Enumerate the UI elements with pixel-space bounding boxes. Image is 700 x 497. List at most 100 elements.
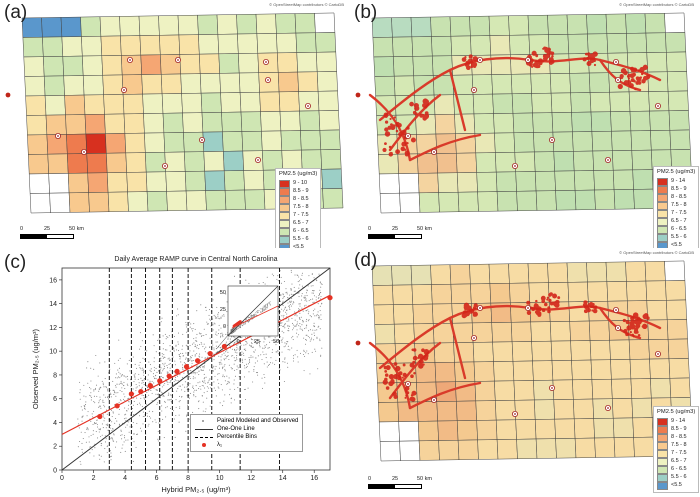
scatter-point [227, 338, 229, 340]
scatter-point [203, 378, 205, 380]
scatter-point [181, 364, 184, 366]
scatter-point [316, 329, 318, 331]
scatter-point [200, 335, 202, 337]
grid-cell [513, 380, 535, 401]
scatter-point [320, 355, 322, 357]
grid-cell [590, 111, 612, 132]
scatter-point [319, 338, 321, 340]
inset-point [231, 328, 233, 330]
hotspot-dot [409, 101, 414, 107]
grid-cell [378, 173, 400, 194]
scatter-point [308, 275, 310, 277]
grid-cell [379, 440, 401, 462]
scatter-point [192, 327, 194, 330]
scatter-point [139, 332, 142, 334]
legend-item: 8 - 8.5 [279, 195, 317, 204]
scatter-point [78, 423, 80, 425]
grid-cell [163, 132, 185, 153]
scatter-point [173, 349, 175, 351]
legend-swatch [279, 243, 290, 248]
scatter-point [184, 381, 186, 383]
grid-cell [488, 15, 510, 36]
scatter-point [164, 401, 166, 403]
scatter-point [305, 338, 307, 341]
legend-label: 7 - 7.5 [671, 449, 687, 456]
scatter-point [212, 299, 214, 301]
scatter-point [156, 371, 158, 373]
hotspot-dot [383, 112, 389, 118]
scatter-point [306, 324, 308, 326]
scatter-point [294, 319, 296, 321]
hotspot-dot [410, 374, 414, 379]
scatter-point [264, 338, 266, 340]
scatter-point [121, 374, 123, 376]
scatter-point [111, 430, 113, 432]
scatter-point [277, 339, 279, 341]
scatter-point [96, 424, 98, 426]
scatter-point [165, 338, 167, 340]
scatter-point [318, 314, 320, 316]
scatter-point [169, 381, 171, 383]
inset-point [263, 307, 265, 309]
scatter-point [158, 338, 160, 340]
scatter-point [232, 343, 234, 345]
scatter-point [102, 401, 104, 403]
scatter-point [305, 352, 307, 354]
scatter-point [160, 357, 162, 359]
scatter-point [193, 394, 195, 396]
grid-cell [281, 149, 303, 171]
hotspot-dot [634, 319, 640, 325]
scatter-point [217, 313, 219, 315]
legend-swatch [657, 193, 668, 202]
inset-point [259, 308, 261, 310]
grid-cell [531, 92, 553, 114]
scatter-point [79, 461, 81, 463]
legend-label: 9 - 14 [671, 177, 686, 184]
scatter-point [320, 283, 322, 285]
legend-swatch [657, 465, 668, 474]
hotspot-dot [592, 308, 598, 314]
scatter-point [204, 411, 206, 413]
legend-swatch [657, 425, 668, 434]
scatter-point [224, 368, 226, 370]
scatter-point [144, 398, 146, 400]
grid-cell [438, 439, 460, 461]
grid-cell [399, 192, 421, 213]
scatter-point [167, 371, 169, 373]
scatter-point [205, 334, 207, 336]
monitor-site-center [514, 413, 516, 415]
scatter-point [317, 368, 319, 370]
scatter-point [283, 346, 285, 348]
scatter-point [153, 345, 155, 347]
scatter-point [173, 371, 175, 373]
scatter-point [151, 380, 153, 382]
scatter-point [292, 355, 295, 357]
scatter-point [160, 375, 162, 377]
scatter-point [268, 336, 270, 338]
scatter-point [282, 316, 284, 318]
inset-point [261, 310, 263, 312]
scatter-point [318, 325, 320, 327]
scatter-point [241, 353, 243, 355]
grid-cell [204, 170, 226, 191]
grid-cell [220, 92, 242, 113]
grid-cell [438, 191, 460, 213]
scatter-point [167, 383, 169, 385]
scatter-point [264, 376, 266, 378]
grid-cell [573, 150, 594, 172]
scatter-point [105, 385, 107, 388]
scatter-point [177, 343, 179, 345]
scatter-point [170, 401, 172, 403]
scatter-point [269, 336, 271, 338]
scatter-point [194, 389, 196, 391]
scatter-point [106, 413, 108, 415]
grid-cell [514, 151, 536, 173]
scatter-point [158, 370, 160, 372]
scatter-point [227, 380, 229, 382]
scatter-point [282, 310, 284, 312]
hotspot-dot [413, 371, 416, 375]
inset-point [232, 332, 234, 334]
scatter-point [88, 441, 90, 443]
grid-cell [669, 129, 691, 151]
scatter-point [166, 371, 168, 373]
